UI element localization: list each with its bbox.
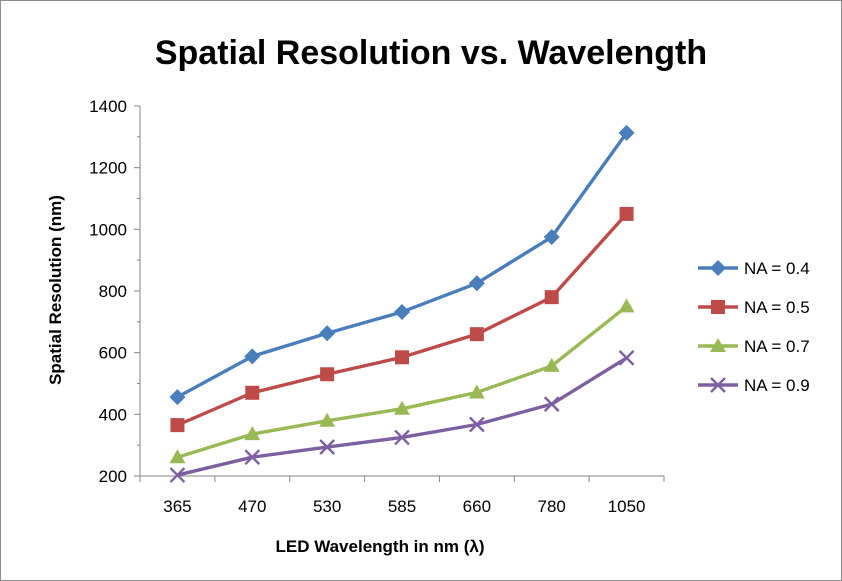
- y-tick-label: 200: [99, 467, 127, 486]
- data-point: [543, 396, 560, 413]
- data-point: [618, 124, 635, 141]
- legend-item-4: NA = 0.9: [698, 376, 810, 395]
- data-point: [244, 426, 261, 441]
- x-tick-label: 365: [163, 497, 191, 516]
- legend-label: NA = 0.7: [744, 337, 810, 356]
- series-4: [169, 350, 635, 483]
- x-axis-ticks: 365 470 530 585 660 780 1050: [139, 476, 665, 516]
- data-point: [468, 384, 485, 399]
- legend-marker: [711, 300, 725, 314]
- x-tick-label: 1050: [608, 497, 646, 516]
- y-axis-ticks: 200 400 600 800 1000 1200 1400: [89, 97, 140, 486]
- data-point: [618, 350, 635, 366]
- series-2: [170, 206, 634, 433]
- data-point: [319, 439, 335, 455]
- x-tick-label: 530: [313, 497, 341, 516]
- data-point: [469, 327, 484, 342]
- y-tick-label: 800: [99, 282, 127, 301]
- y-tick-label: 1000: [89, 220, 127, 239]
- legend-label: NA = 0.5: [744, 298, 810, 317]
- data-point: [170, 418, 185, 433]
- y-tick-label: 600: [99, 344, 127, 363]
- data-point: [543, 357, 560, 372]
- data-point: [169, 449, 186, 464]
- legend-item-1: NA = 0.4: [698, 259, 810, 278]
- data-point: [394, 429, 410, 446]
- x-axis-label: LED Wavelength in nm (λ): [275, 537, 484, 556]
- data-point: [169, 389, 186, 406]
- legend-label: NA = 0.4: [744, 259, 810, 278]
- data-point: [319, 412, 336, 427]
- data-point: [395, 350, 409, 365]
- data-point: [469, 416, 485, 433]
- series-1: [169, 124, 635, 406]
- data-point: [544, 290, 559, 305]
- y-tick-label: 400: [99, 405, 127, 424]
- x-tick-label: 660: [463, 497, 491, 516]
- series-3: [169, 298, 635, 464]
- legend-item-3: NA = 0.7: [698, 337, 810, 356]
- y-tick-label: 1400: [89, 97, 127, 116]
- legend-marker: [710, 260, 726, 276]
- data-point: [320, 367, 335, 382]
- x-tick-label: 470: [238, 497, 266, 516]
- data-point: [319, 325, 336, 342]
- series-group: [169, 124, 635, 483]
- series-line: [177, 356, 628, 477]
- axes: [139, 106, 664, 477]
- data-point: [245, 385, 260, 400]
- x-tick-label: 780: [538, 497, 566, 516]
- chart-title: Spatial Resolution vs. Wavelength: [155, 34, 707, 72]
- legend-item-2: NA = 0.5: [698, 298, 810, 317]
- series-line: [176, 305, 628, 459]
- data-point: [244, 449, 261, 466]
- legend-marker: [710, 377, 726, 393]
- data-point: [394, 303, 410, 320]
- data-point: [169, 467, 186, 483]
- data-point: [619, 206, 634, 221]
- data-point: [394, 400, 410, 415]
- legend-label: NA = 0.9: [744, 376, 810, 395]
- y-tick-label: 1200: [89, 159, 127, 178]
- data-point: [543, 229, 560, 246]
- data-point: [244, 348, 261, 365]
- x-tick-label: 585: [388, 497, 416, 516]
- data-point: [618, 298, 635, 313]
- y-axis-label: Spatial Resolution (nm): [46, 195, 65, 385]
- legend: NA = 0.4 NA = 0.5 NA = 0.7 NA = 0.9: [698, 259, 810, 395]
- legend-marker: [710, 338, 726, 352]
- data-point: [468, 275, 485, 292]
